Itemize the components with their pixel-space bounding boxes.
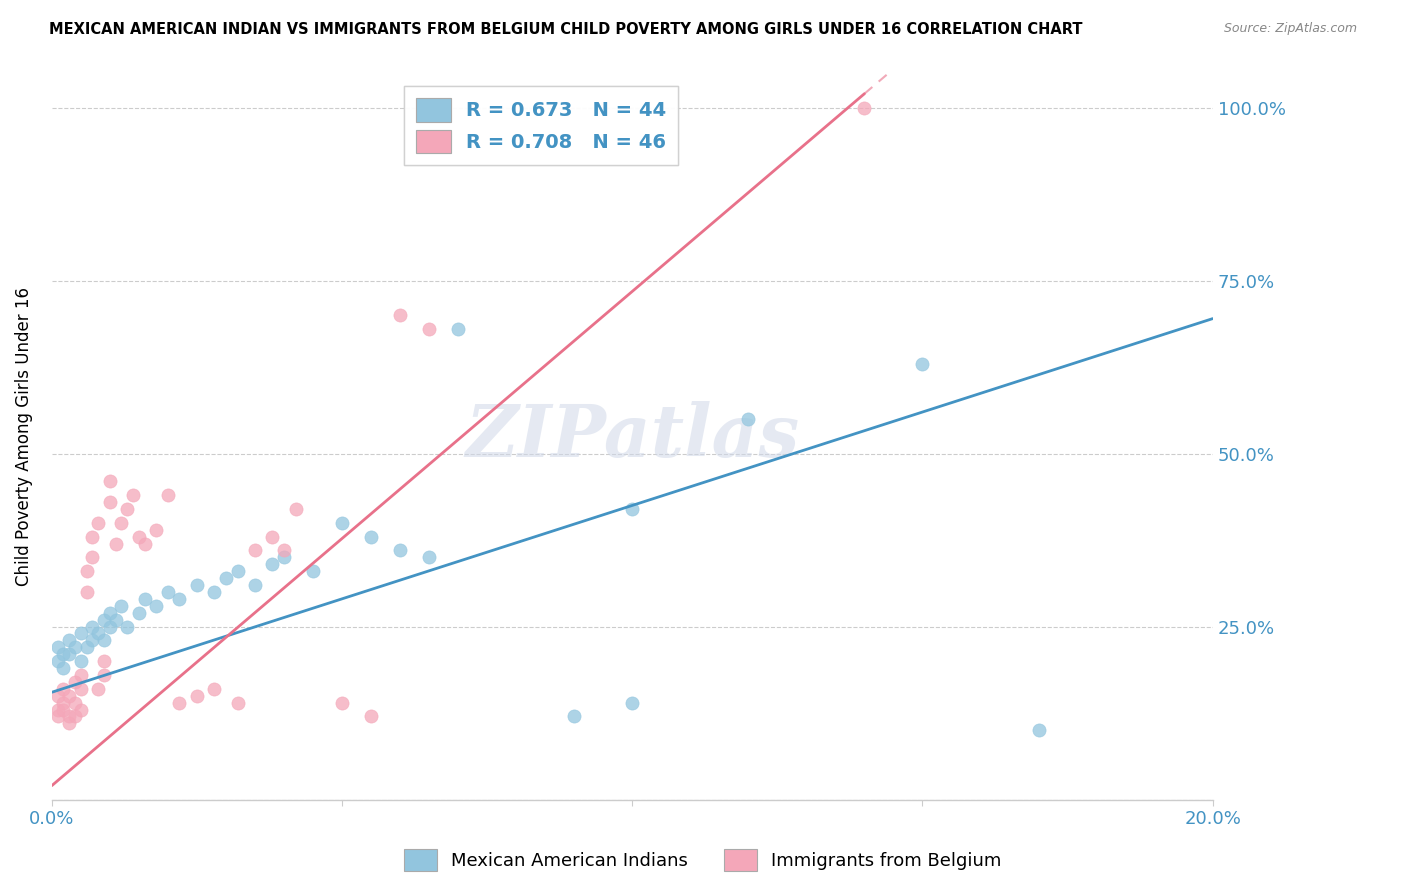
Point [621,502,644,516]
Point [621,696,644,710]
Point [330,516,353,530]
Point [110,516,132,530]
Point [63,640,86,655]
Point [93,633,115,648]
Point [104,536,127,550]
Point [69,668,91,682]
Point [128,530,150,544]
Point [115,502,138,516]
Text: Source: ZipAtlas.com: Source: ZipAtlas.com [1223,22,1357,36]
Point [853,101,876,115]
Point [58,633,80,648]
Point [52,661,75,675]
Point [262,558,284,572]
Point [302,564,325,578]
Point [82,619,104,633]
Point [98,619,121,633]
Point [360,709,382,723]
Point [46,702,69,716]
Point [69,654,91,668]
Legend: Mexican American Indians, Immigrants from Belgium: Mexican American Indians, Immigrants fro… [396,842,1010,879]
Point [273,543,295,558]
Point [202,585,225,599]
Point [46,709,69,723]
Point [134,591,156,606]
Point [52,696,75,710]
Point [93,654,115,668]
Point [82,550,104,565]
Point [82,530,104,544]
Point [58,647,80,661]
Point [63,696,86,710]
Point [87,681,110,696]
Point [104,613,127,627]
Point [243,578,266,592]
Point [93,668,115,682]
Point [46,689,69,703]
Point [98,495,121,509]
Point [145,523,167,537]
Point [169,696,191,710]
Point [93,613,115,627]
Point [110,599,132,613]
Point [226,696,249,710]
Point [52,647,75,661]
Point [82,633,104,648]
Legend: R = 0.673   N = 44, R = 0.708   N = 46: R = 0.673 N = 44, R = 0.708 N = 46 [404,87,678,165]
Point [737,412,759,426]
Point [69,702,91,716]
Y-axis label: Child Poverty Among Girls Under 16: Child Poverty Among Girls Under 16 [15,286,32,586]
Point [52,681,75,696]
Point [98,606,121,620]
Point [134,536,156,550]
Point [447,322,470,336]
Point [46,654,69,668]
Point [389,543,412,558]
Point [389,308,412,322]
Point [76,640,98,655]
Point [226,564,249,578]
Point [58,716,80,731]
Text: MEXICAN AMERICAN INDIAN VS IMMIGRANTS FROM BELGIUM CHILD POVERTY AMONG GIRLS UND: MEXICAN AMERICAN INDIAN VS IMMIGRANTS FR… [49,22,1083,37]
Point [330,696,353,710]
Point [52,702,75,716]
Point [156,488,179,502]
Point [58,689,80,703]
Point [156,585,179,599]
Point [115,619,138,633]
Text: ZIPatlas: ZIPatlas [465,401,799,472]
Point [215,571,238,585]
Point [87,626,110,640]
Point [69,626,91,640]
Point [145,599,167,613]
Point [273,550,295,565]
Point [169,591,191,606]
Point [262,530,284,544]
Point [243,543,266,558]
Point [1028,723,1050,738]
Point [186,578,208,592]
Point [360,530,382,544]
Point [284,502,307,516]
Point [76,564,98,578]
Point [128,606,150,620]
Point [63,674,86,689]
Point [562,709,585,723]
Point [46,640,69,655]
Point [63,709,86,723]
Point [122,488,145,502]
Point [98,474,121,488]
Point [87,516,110,530]
Point [69,681,91,696]
Point [911,357,934,371]
Point [202,681,225,696]
Point [186,689,208,703]
Point [58,709,80,723]
Point [418,550,440,565]
Point [418,322,440,336]
Point [76,585,98,599]
